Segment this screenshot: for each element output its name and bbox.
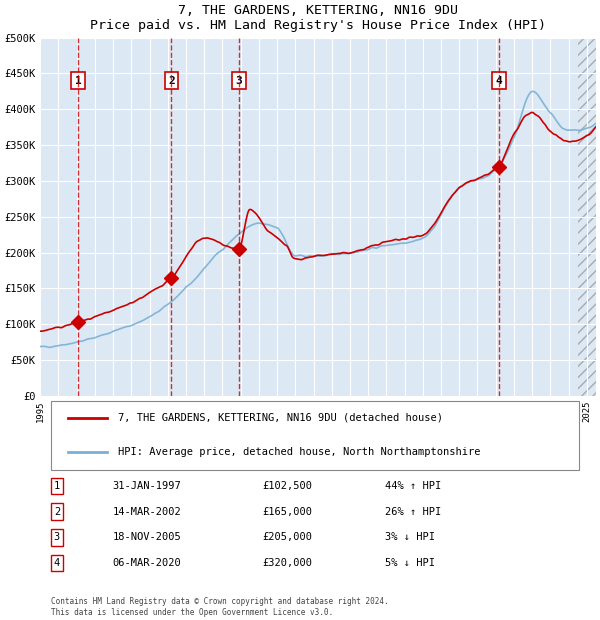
Text: 2: 2 bbox=[168, 76, 175, 86]
Text: 4: 4 bbox=[54, 558, 60, 568]
FancyBboxPatch shape bbox=[52, 401, 579, 470]
Text: 7, THE GARDENS, KETTERING, NN16 9DU (detached house): 7, THE GARDENS, KETTERING, NN16 9DU (det… bbox=[118, 413, 443, 423]
Text: 44% ↑ HPI: 44% ↑ HPI bbox=[385, 481, 441, 491]
Text: 26% ↑ HPI: 26% ↑ HPI bbox=[385, 507, 441, 516]
Text: HPI: Average price, detached house, North Northamptonshire: HPI: Average price, detached house, Nort… bbox=[118, 447, 481, 457]
Text: 14-MAR-2002: 14-MAR-2002 bbox=[113, 507, 181, 516]
Text: 3: 3 bbox=[54, 533, 60, 542]
Text: £102,500: £102,500 bbox=[263, 481, 313, 491]
Text: 3% ↓ HPI: 3% ↓ HPI bbox=[385, 533, 435, 542]
Title: 7, THE GARDENS, KETTERING, NN16 9DU
Price paid vs. HM Land Registry's House Pric: 7, THE GARDENS, KETTERING, NN16 9DU Pric… bbox=[90, 4, 546, 32]
Text: 18-NOV-2005: 18-NOV-2005 bbox=[113, 533, 181, 542]
Text: 06-MAR-2020: 06-MAR-2020 bbox=[113, 558, 181, 568]
Text: 31-JAN-1997: 31-JAN-1997 bbox=[113, 481, 181, 491]
Text: £165,000: £165,000 bbox=[263, 507, 313, 516]
Text: 4: 4 bbox=[496, 76, 502, 86]
Text: 1: 1 bbox=[54, 481, 60, 491]
Bar bbox=[578, 37, 596, 396]
Text: Contains HM Land Registry data © Crown copyright and database right 2024.
This d: Contains HM Land Registry data © Crown c… bbox=[52, 597, 389, 617]
Text: 5% ↓ HPI: 5% ↓ HPI bbox=[385, 558, 435, 568]
Text: 1: 1 bbox=[75, 76, 82, 86]
Text: 2: 2 bbox=[54, 507, 60, 516]
Text: £320,000: £320,000 bbox=[263, 558, 313, 568]
Text: 3: 3 bbox=[235, 76, 242, 86]
Text: £205,000: £205,000 bbox=[263, 533, 313, 542]
